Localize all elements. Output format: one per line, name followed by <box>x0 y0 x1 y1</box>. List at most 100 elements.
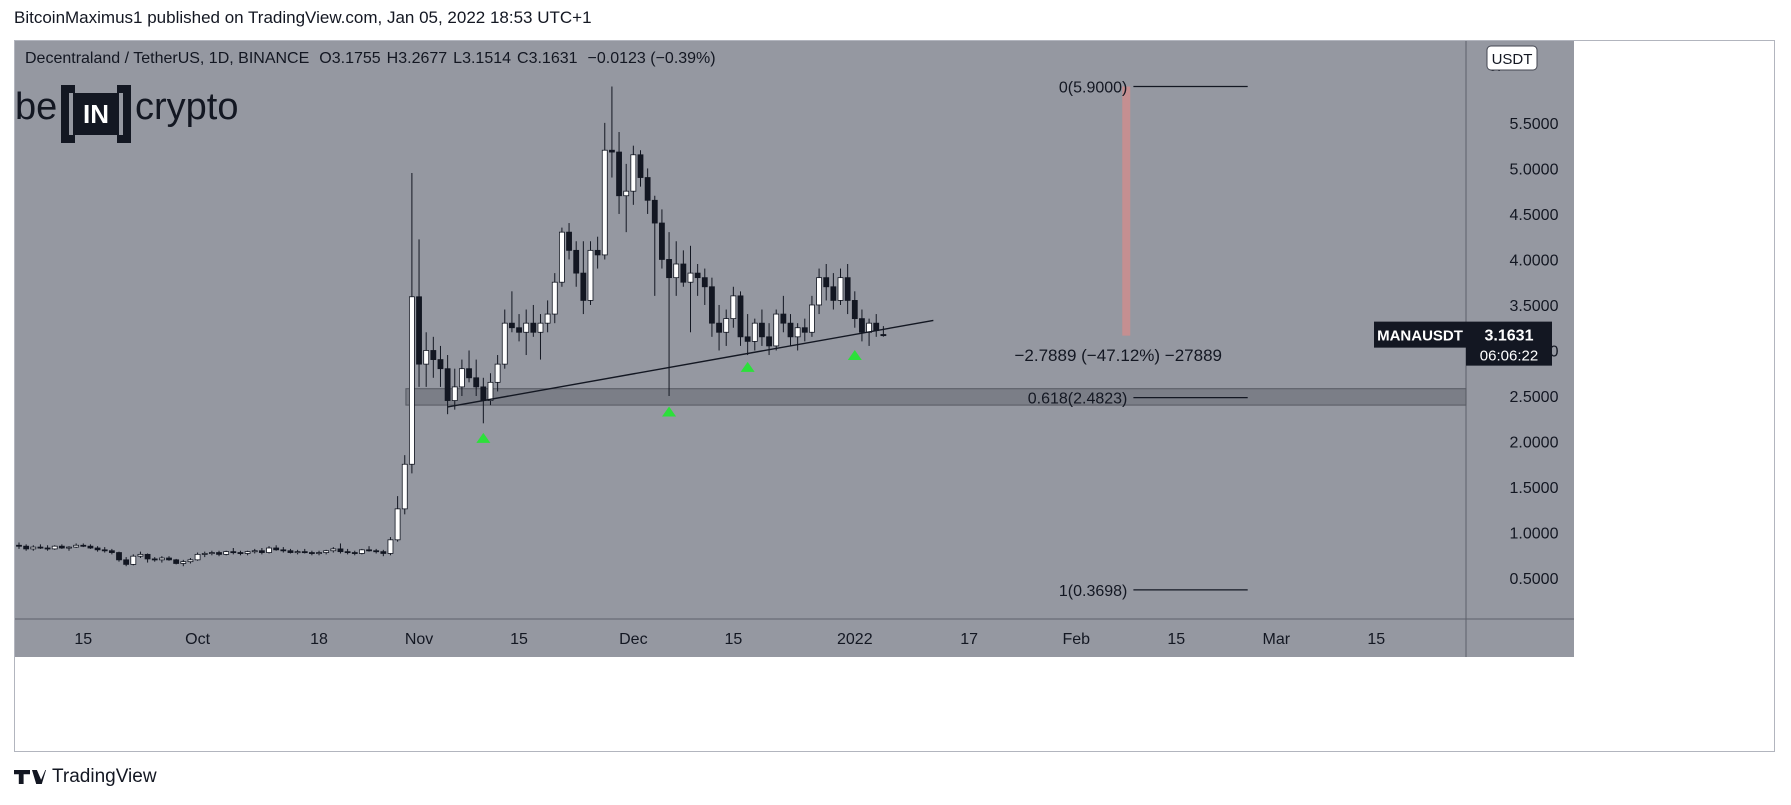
candle[interactable] <box>437 359 444 370</box>
candle[interactable] <box>23 545 30 550</box>
candle[interactable] <box>537 322 544 333</box>
candle[interactable] <box>566 231 572 251</box>
candle[interactable] <box>351 552 358 554</box>
candle[interactable] <box>366 549 372 552</box>
candle[interactable] <box>509 322 515 329</box>
candle[interactable] <box>408 296 415 465</box>
candle[interactable] <box>787 322 794 338</box>
candle[interactable] <box>766 336 772 347</box>
candle[interactable] <box>37 546 44 549</box>
candle[interactable] <box>130 555 137 565</box>
candle[interactable] <box>73 544 80 548</box>
footer-brand[interactable]: TradingView <box>14 766 157 788</box>
candle[interactable] <box>337 548 344 553</box>
candle[interactable] <box>323 550 330 553</box>
candle[interactable] <box>58 545 65 549</box>
candle[interactable] <box>651 199 658 224</box>
candle[interactable] <box>287 550 294 553</box>
candle[interactable] <box>816 277 822 306</box>
candle[interactable] <box>616 151 622 197</box>
candle[interactable] <box>723 318 730 333</box>
candle[interactable] <box>401 463 408 510</box>
candle[interactable] <box>30 546 37 550</box>
candle[interactable] <box>101 549 108 552</box>
candle[interactable] <box>637 154 644 178</box>
candle[interactable] <box>316 552 322 554</box>
candle[interactable] <box>516 327 522 333</box>
candle[interactable] <box>180 561 187 564</box>
candle[interactable] <box>223 551 230 555</box>
candle[interactable] <box>487 381 494 401</box>
candle[interactable] <box>116 552 122 561</box>
candle[interactable] <box>580 272 587 301</box>
candle[interactable] <box>559 231 565 283</box>
candle[interactable] <box>216 552 222 555</box>
candle[interactable] <box>694 272 701 279</box>
candle[interactable] <box>630 154 637 192</box>
candle[interactable] <box>716 322 722 333</box>
candle[interactable] <box>594 249 601 256</box>
time-axis[interactable] <box>15 619 1574 657</box>
candle[interactable] <box>387 539 394 554</box>
candle[interactable] <box>394 508 401 541</box>
candle[interactable] <box>523 322 530 333</box>
candle[interactable] <box>230 551 237 554</box>
candle[interactable] <box>151 558 158 561</box>
candle[interactable] <box>673 263 680 279</box>
candle[interactable] <box>801 327 808 333</box>
candle[interactable] <box>780 313 787 324</box>
candle[interactable] <box>701 277 708 288</box>
candle[interactable] <box>166 557 172 561</box>
candle[interactable] <box>94 547 101 551</box>
candle[interactable] <box>459 368 465 388</box>
candle[interactable] <box>258 550 265 553</box>
price-chart[interactable]: −2.7889 (−47.12%) −27889 0(5.9000) 0.618(2… <box>15 41 1776 753</box>
candle[interactable] <box>451 386 458 401</box>
candle[interactable] <box>494 363 501 383</box>
candle[interactable] <box>844 277 851 301</box>
candle[interactable] <box>830 286 837 301</box>
candle[interactable] <box>201 553 208 555</box>
candle[interactable] <box>44 547 51 550</box>
ascending-trendline[interactable] <box>447 319 934 408</box>
candle[interactable] <box>87 545 94 549</box>
candle[interactable] <box>194 553 201 561</box>
candle[interactable] <box>344 551 351 554</box>
candle[interactable] <box>16 544 22 547</box>
candle[interactable] <box>587 249 594 301</box>
candle[interactable] <box>666 259 672 279</box>
candle[interactable] <box>380 551 387 554</box>
candle[interactable] <box>751 322 758 342</box>
candle[interactable] <box>880 334 887 337</box>
candle[interactable] <box>423 350 430 365</box>
candle[interactable] <box>623 190 630 197</box>
candle[interactable] <box>123 559 130 565</box>
candle[interactable] <box>301 551 308 554</box>
candle[interactable] <box>108 550 115 553</box>
candle[interactable] <box>266 547 272 553</box>
candle[interactable] <box>80 544 87 547</box>
candle[interactable] <box>837 277 844 301</box>
candle[interactable] <box>330 548 337 552</box>
candle[interactable] <box>144 553 151 560</box>
candle[interactable] <box>51 545 58 550</box>
candle[interactable] <box>373 550 380 553</box>
measure-bar[interactable] <box>1122 86 1131 336</box>
candle[interactable] <box>730 295 737 320</box>
currency-badge[interactable] <box>1486 45 1538 71</box>
candle[interactable] <box>809 304 815 333</box>
candle[interactable] <box>308 552 315 554</box>
candle[interactable] <box>158 557 165 561</box>
candle[interactable] <box>244 551 251 554</box>
candle[interactable] <box>173 559 180 564</box>
candle[interactable] <box>66 546 72 549</box>
candle[interactable] <box>187 559 194 563</box>
candle[interactable] <box>573 249 580 274</box>
candle[interactable] <box>873 322 880 331</box>
candle[interactable] <box>294 551 301 554</box>
support-zone[interactable] <box>405 388 1467 406</box>
candle[interactable] <box>823 277 830 288</box>
candle[interactable] <box>744 336 751 342</box>
candle[interactable] <box>273 547 280 551</box>
candle[interactable] <box>501 322 508 365</box>
